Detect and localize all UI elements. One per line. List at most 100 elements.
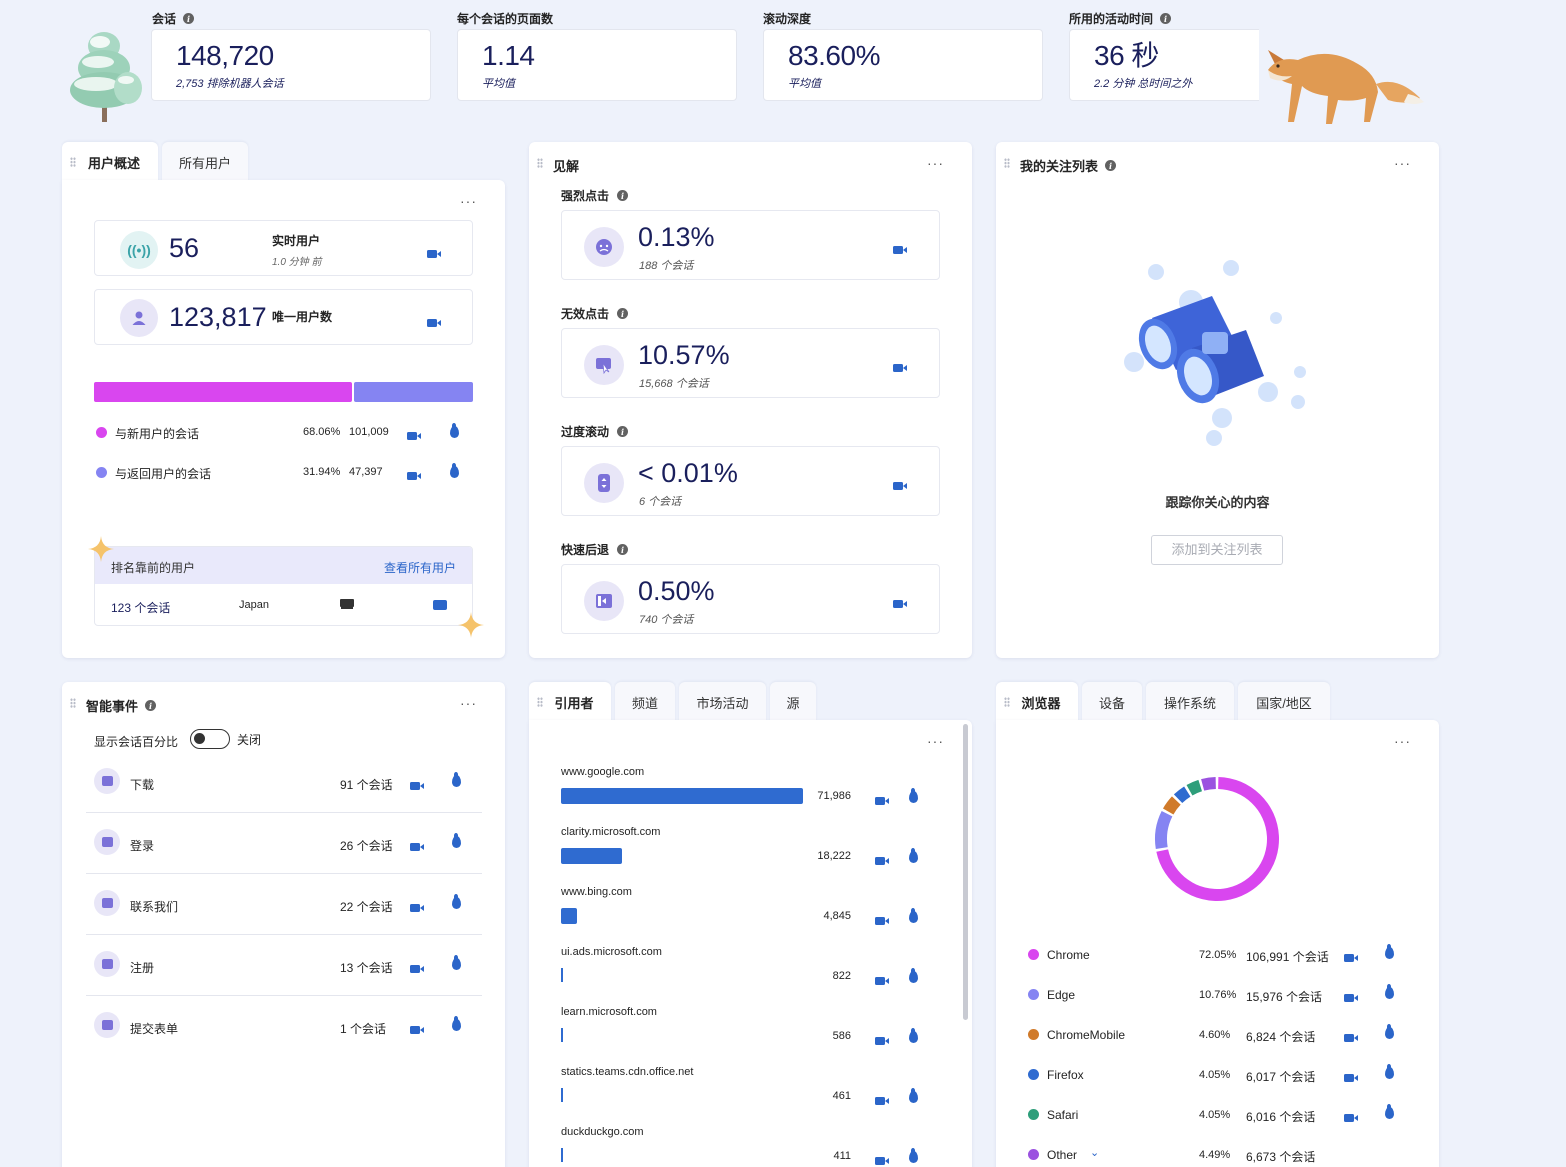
recordings-icon[interactable] [1344,1069,1358,1087]
info-icon[interactable]: i [617,426,629,437]
recordings-icon[interactable] [410,1021,424,1039]
heatmap-icon[interactable] [909,1028,918,1048]
donut-slice-chrome[interactable] [1156,777,1279,901]
referrer-row[interactable]: statics.teams.cdn.office.net 461 [561,1064,931,1114]
more-options-icon[interactable]: ··· [927,733,944,749]
rage-clicks-card[interactable]: 0.13% 188 个会话 [561,210,940,280]
referrer-row[interactable]: ui.ads.microsoft.com 822 [561,944,931,994]
tab-channels[interactable]: 频道 [615,682,675,722]
drag-handle-icon[interactable] [537,697,543,707]
tab-all-users[interactable]: 所有用户 [162,142,248,182]
recordings-icon[interactable] [893,595,907,613]
recordings-icon[interactable] [875,1092,889,1110]
view-all-users-link[interactable]: 查看所有用户 [384,561,457,575]
recordings-icon[interactable] [407,427,421,445]
tab-campaigns[interactable]: 市场活动 [679,682,766,722]
drag-handle-icon[interactable] [1004,697,1010,707]
recordings-icon[interactable] [893,241,907,259]
heatmap-icon[interactable] [452,955,461,975]
tab-operating-systems[interactable]: 操作系统 [1146,682,1234,722]
recordings-icon[interactable] [1344,1029,1358,1047]
drag-handle-icon[interactable] [70,157,76,167]
heatmap-icon[interactable] [450,463,459,483]
recordings-icon[interactable] [1344,989,1358,1007]
recordings-icon[interactable] [407,467,421,485]
add-to-watchlist-button[interactable]: 添加到关注列表 [1151,535,1283,565]
heatmap-icon[interactable] [909,908,918,928]
recordings-icon[interactable] [893,477,907,495]
heatmap-icon[interactable] [909,968,918,988]
info-icon[interactable]: i [183,13,195,24]
tab-browsers[interactable]: 浏览器 [996,682,1078,722]
heatmap-icon[interactable] [909,848,918,868]
recordings-icon[interactable] [410,777,424,795]
heatmap-icon[interactable] [450,423,459,443]
recordings-icon[interactable] [1344,949,1358,967]
recordings-icon[interactable] [427,314,441,332]
tab-devices[interactable]: 设备 [1082,682,1142,722]
tab-user-overview[interactable]: 用户概述 [62,142,158,182]
heatmap-icon[interactable] [452,833,461,853]
excessive-scrolling-card[interactable]: < 0.01% 6 个会话 [561,446,940,516]
dead-clicks-card[interactable]: 10.57% 15,668 个会话 [561,328,940,398]
donut-slice-safari[interactable] [1186,779,1203,796]
recordings-icon[interactable] [1344,1109,1358,1127]
heatmap-icon[interactable] [909,1148,918,1167]
event-row-download[interactable]: 下载 91 个会话 [94,768,482,808]
user-card-icon[interactable] [433,600,447,610]
event-row-login[interactable]: 登录 26 个会话 [94,829,482,869]
tab-sources[interactable]: 源 [770,682,816,722]
recordings-icon[interactable] [427,245,441,263]
browser-row[interactable]: Chrome 72.05% 106,991 个会话 [1028,944,1408,967]
tab-countries[interactable]: 国家/地区 [1238,682,1330,722]
show-percent-toggle[interactable] [190,729,230,749]
browser-row[interactable]: Other ⌄ 4.49% 6,673 个会话 [1028,1146,1408,1166]
browser-row[interactable]: Firefox 4.05% 6,017 个会话 [1028,1064,1408,1087]
recordings-icon[interactable] [410,838,424,856]
info-icon[interactable]: i [617,308,629,319]
info-icon[interactable]: i [1105,160,1117,171]
browser-row[interactable]: Safari 4.05% 6,016 个会话 [1028,1104,1408,1127]
referrer-row[interactable]: www.bing.com 4,845 [561,884,931,934]
heatmap-icon[interactable] [1385,944,1394,964]
recordings-icon[interactable] [410,899,424,917]
browser-row[interactable]: ChromeMobile 4.60% 6,824 个会话 [1028,1024,1408,1047]
recordings-icon[interactable] [875,1152,889,1167]
heatmap-icon[interactable] [452,772,461,792]
heatmap-icon[interactable] [909,788,918,808]
info-icon[interactable]: i [617,190,629,201]
event-row-contact-us[interactable]: 联系我们 22 个会话 [94,890,482,930]
referrer-row[interactable]: learn.microsoft.com 586 [561,1004,931,1054]
recordings-icon[interactable] [875,792,889,810]
more-options-icon[interactable]: ··· [1394,733,1411,749]
recordings-icon[interactable] [410,960,424,978]
info-icon[interactable]: i [1160,13,1172,24]
drag-handle-icon[interactable] [537,158,543,168]
heatmap-icon[interactable] [1385,1024,1394,1044]
referrer-row[interactable]: clarity.microsoft.com 18,222 [561,824,931,874]
event-row-submit-form[interactable]: 提交表单 1 个会话 [94,1012,482,1052]
donut-slice-firefox[interactable] [1173,786,1191,804]
browser-row[interactable]: Edge 10.76% 15,976 个会话 [1028,984,1408,1007]
drag-handle-icon[interactable] [70,698,76,708]
scrollbar[interactable] [963,724,968,1020]
info-icon[interactable]: i [617,544,629,555]
recordings-icon[interactable] [875,912,889,930]
heatmap-icon[interactable] [1385,1104,1394,1124]
heatmap-icon[interactable] [1385,984,1394,1004]
drag-handle-icon[interactable] [1004,158,1010,168]
more-options-icon[interactable]: ··· [927,155,944,171]
donut-slice-other[interactable] [1201,777,1216,791]
donut-slice-edge[interactable] [1155,811,1173,850]
top-user-sessions[interactable]: 123 个会话 [111,601,171,615]
donut-slice-chromemobile[interactable] [1162,796,1181,815]
recordings-icon[interactable] [875,972,889,990]
recordings-icon[interactable] [875,1032,889,1050]
event-row-signup[interactable]: 注册 13 个会话 [94,951,482,991]
heatmap-icon[interactable] [909,1088,918,1108]
more-options-icon[interactable]: ··· [460,193,477,209]
heatmap-icon[interactable] [452,894,461,914]
heatmap-icon[interactable] [1385,1064,1394,1084]
recordings-icon[interactable] [893,359,907,377]
referrer-row[interactable]: www.google.com 71,986 [561,764,931,814]
